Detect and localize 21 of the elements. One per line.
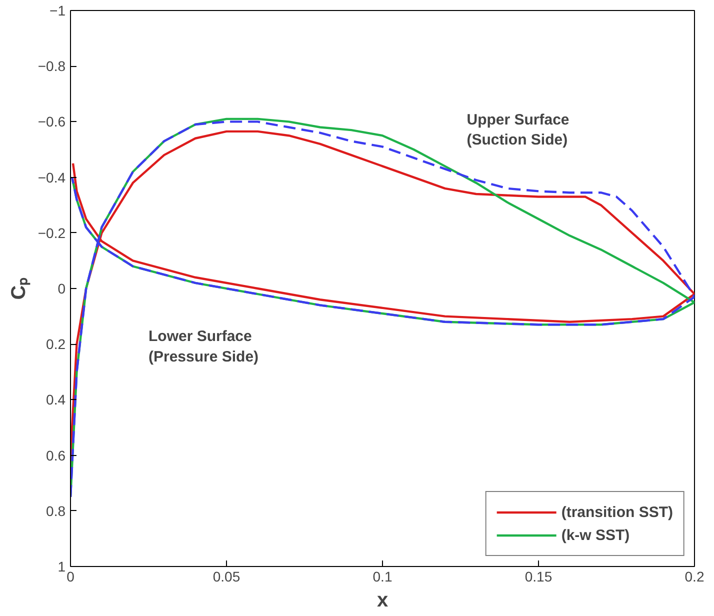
y-tick-label: 0.8 (46, 502, 66, 519)
annotation: Upper Surface (Suction Side) (466, 111, 570, 149)
y-tick-label: 1 (58, 558, 66, 574)
y-tick-label: −1 (50, 2, 66, 18)
y-tick-label: 0.4 (46, 392, 66, 408)
x-tick-label: 0.05 (212, 568, 240, 584)
legend-label: (transition SST) (561, 504, 673, 520)
y-tick-label: −0.6 (38, 114, 66, 130)
y-tick-label: 0.2 (46, 336, 66, 352)
y-tick-label: 0.6 (46, 447, 66, 464)
x-tick-label: 0.15 (524, 568, 552, 584)
x-tick-label: 0.1 (372, 568, 392, 584)
legend-label: (k-w SST) (561, 526, 630, 544)
y-tick-label: −0.8 (38, 58, 66, 74)
x-axis-title: x (376, 590, 388, 612)
y-tick-label: 0 (58, 280, 66, 296)
x-tick-label: 0.2 (684, 568, 704, 584)
y-tick-label: −0.2 (38, 224, 66, 241)
annotation: Lower Surface (Pressure Side) (148, 328, 259, 366)
y-axis-title: Cₚ (8, 277, 31, 300)
y-tick-label: −0.4 (38, 169, 66, 186)
